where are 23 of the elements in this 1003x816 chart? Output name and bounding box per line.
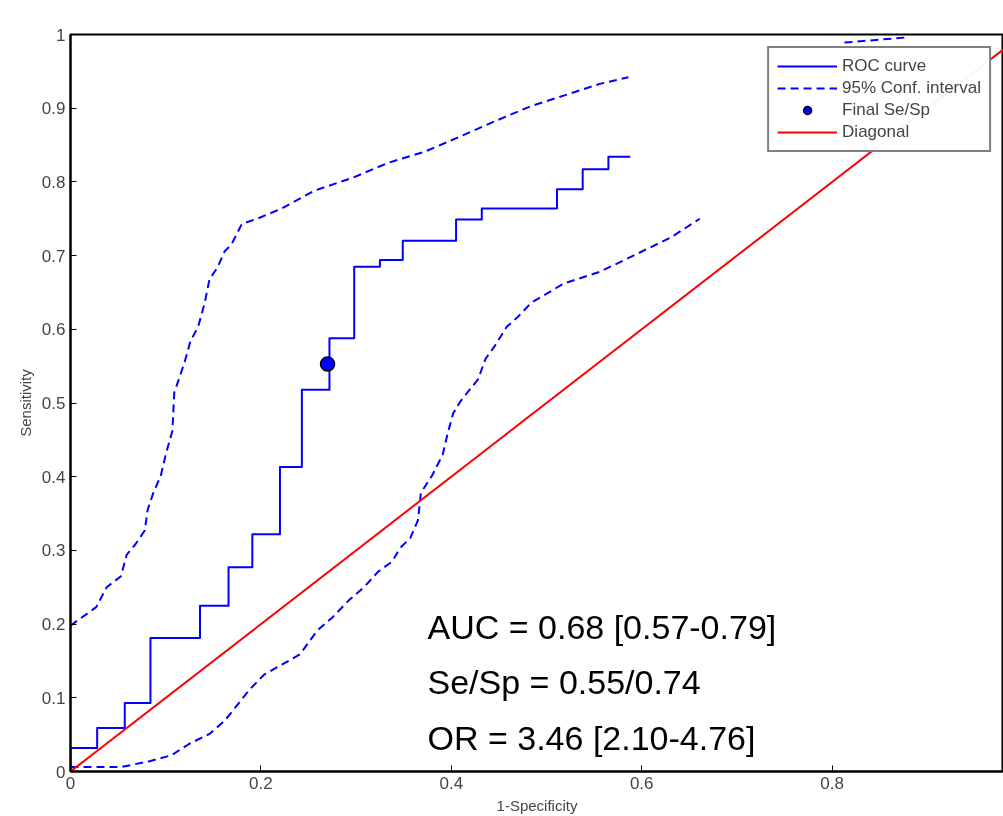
legend-label: ROC curve <box>842 56 927 76</box>
y-tick-label: 0.1 <box>41 688 66 708</box>
y-tick-label: 0.2 <box>41 615 66 635</box>
legend-label: 95% Conf. interval <box>842 78 981 98</box>
annotation: AUC = 0.68 [0.57-0.79] <box>427 608 777 647</box>
y-tick-label: 0.9 <box>41 99 66 119</box>
y-axis-title: Sensitivity <box>16 368 34 437</box>
x-tick-label: 0.4 <box>439 773 464 793</box>
annotation: OR = 3.46 [2.10-4.76] <box>427 718 756 757</box>
x-tick-label: 0.2 <box>249 773 273 793</box>
y-tick-label: 0.5 <box>41 394 66 413</box>
legend-label: Diagonal <box>842 122 910 142</box>
y-tick-label: 0.7 <box>41 246 66 266</box>
y-tick-label: 0.6 <box>41 320 66 340</box>
x-tick-label: 0.6 <box>629 773 654 793</box>
x-axis-title: 1-Specificity <box>496 796 578 814</box>
annotation: Se/Sp = 0.55/0.74 <box>427 663 701 702</box>
y-tick-label: 0.4 <box>41 467 66 487</box>
y-tick-label: 0.3 <box>41 541 66 561</box>
y-tick-label: 0.8 <box>41 172 66 192</box>
y-tick-label: 1 <box>56 25 66 45</box>
x-tick-label: 0.8 <box>820 773 844 793</box>
legend-label: Final Se/Sp <box>842 100 930 120</box>
